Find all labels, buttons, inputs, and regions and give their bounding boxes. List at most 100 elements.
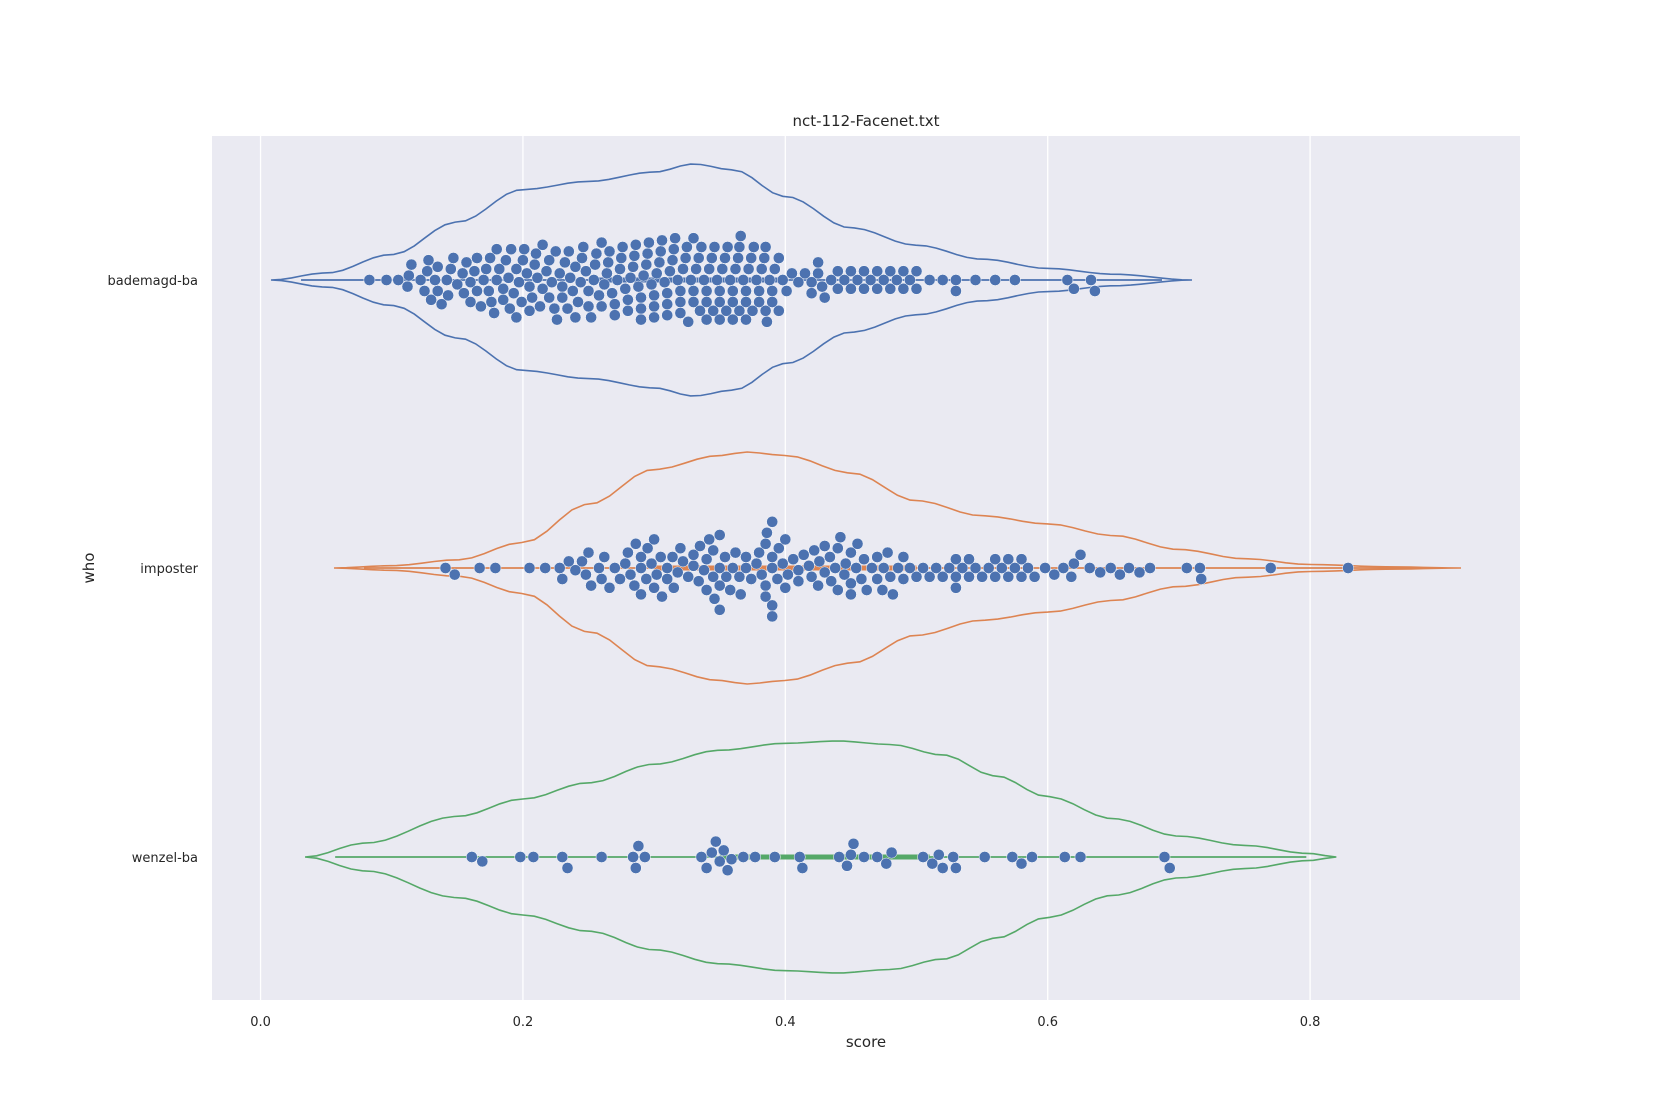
- data-point: [530, 247, 542, 260]
- data-point: [839, 557, 852, 570]
- data-point: [464, 276, 477, 289]
- data-point: [661, 309, 674, 322]
- data-point: [614, 573, 626, 585]
- data-point: [766, 562, 779, 574]
- data-point: [950, 553, 962, 566]
- data-point: [713, 529, 726, 541]
- data-point: [943, 562, 956, 574]
- data-point: [674, 285, 687, 297]
- data-point: [485, 296, 498, 308]
- data-point: [818, 566, 831, 579]
- data-point: [1123, 562, 1135, 574]
- data-point: [776, 557, 789, 570]
- data-point: [628, 579, 641, 592]
- data-point: [582, 285, 595, 297]
- data-point: [719, 551, 731, 563]
- data-point: [978, 851, 991, 863]
- data-point: [845, 265, 857, 278]
- data-point: [917, 851, 929, 863]
- data-point: [666, 254, 679, 267]
- data-point: [582, 546, 595, 559]
- data-point: [845, 848, 857, 861]
- data-point: [1015, 570, 1028, 583]
- data-point: [705, 252, 718, 264]
- data-point: [1195, 573, 1208, 585]
- data-point: [695, 851, 708, 863]
- data-point: [580, 568, 592, 581]
- y-axis-label: who: [80, 553, 98, 584]
- data-point: [1074, 548, 1087, 561]
- data-point: [464, 296, 477, 308]
- data-point: [661, 573, 674, 585]
- data-point: [559, 256, 571, 269]
- data-point: [671, 274, 684, 286]
- data-point: [698, 564, 710, 577]
- data-point: [1342, 562, 1354, 574]
- data-point: [694, 540, 706, 552]
- data-point: [700, 584, 713, 596]
- data-point: [528, 258, 541, 271]
- data-point: [601, 267, 613, 280]
- data-point: [608, 298, 621, 311]
- data-point: [577, 241, 590, 253]
- data-point: [590, 247, 603, 260]
- data-point: [750, 274, 763, 286]
- data-point: [627, 260, 639, 273]
- data-point: [805, 287, 818, 300]
- data-point: [871, 551, 884, 563]
- data-point: [803, 559, 815, 572]
- data-point: [713, 296, 726, 308]
- data-point: [608, 562, 621, 574]
- data-point: [707, 570, 720, 583]
- data-point: [685, 274, 697, 286]
- data-point: [766, 296, 779, 308]
- data-point: [553, 562, 566, 574]
- data-point: [700, 313, 713, 326]
- data-point: [629, 862, 642, 874]
- data-point: [753, 285, 765, 297]
- data-point: [713, 313, 726, 326]
- data-point: [543, 291, 556, 304]
- data-point: [510, 263, 523, 275]
- data-point: [531, 271, 544, 284]
- data-point: [831, 542, 844, 555]
- y-tick-label: wenzel-ba: [132, 851, 198, 866]
- data-point: [431, 260, 444, 273]
- data-point: [766, 515, 779, 528]
- data-point: [969, 274, 982, 286]
- data-point: [458, 287, 470, 300]
- data-point: [851, 537, 864, 550]
- data-point: [759, 590, 772, 603]
- data-point: [1002, 553, 1015, 566]
- x-tick-label: 0.6: [1037, 1015, 1058, 1030]
- data-point: [989, 274, 1002, 286]
- data-point: [766, 599, 779, 612]
- data-point: [763, 274, 776, 286]
- data-point: [805, 570, 818, 583]
- data-point: [687, 559, 700, 572]
- data-point: [692, 252, 705, 264]
- data-point: [711, 274, 723, 286]
- data-point: [500, 254, 512, 267]
- data-point: [884, 282, 897, 295]
- data-point: [841, 859, 853, 872]
- data-point: [812, 579, 824, 592]
- data-point: [1006, 851, 1019, 863]
- data-point: [539, 562, 552, 574]
- data-point: [521, 267, 533, 280]
- data-point: [540, 265, 553, 278]
- data-point: [635, 588, 647, 601]
- data-point: [720, 304, 733, 317]
- data-point: [640, 258, 653, 271]
- data-point: [721, 864, 734, 877]
- data-point: [1009, 274, 1021, 286]
- data-point: [1104, 562, 1117, 574]
- data-point: [721, 241, 734, 253]
- x-tick-label: 0.8: [1300, 1015, 1321, 1030]
- data-point: [1114, 568, 1126, 581]
- data-point: [656, 590, 668, 603]
- data-point: [674, 542, 687, 555]
- data-point: [418, 285, 431, 297]
- data-point: [523, 562, 536, 574]
- data-point: [473, 562, 486, 574]
